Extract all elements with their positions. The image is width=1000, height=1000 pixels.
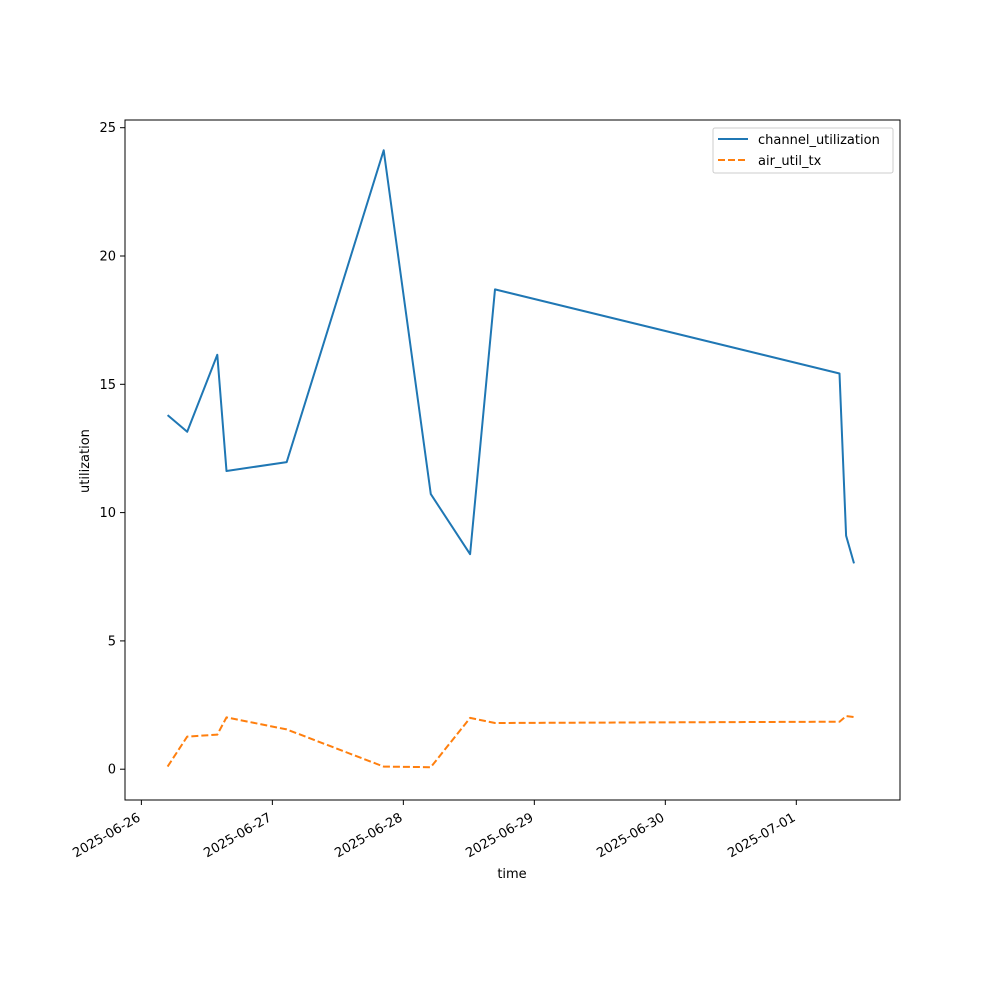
x-tick-label: 2025-07-01 xyxy=(725,810,798,861)
legend-box xyxy=(712,127,894,174)
x-tick-label: 2025-06-28 xyxy=(332,810,405,861)
x-tick-label: 2025-06-27 xyxy=(201,810,274,861)
x-axis: 2025-06-26 2025-06-27 2025-06-28 2025-06-29… xyxy=(70,800,798,861)
y-tick-label: 20 xyxy=(99,250,116,265)
plot-frame xyxy=(124,119,901,801)
y-tick-label: 0 xyxy=(108,763,116,778)
series-line-air-util-tx xyxy=(166,715,855,769)
series-layer xyxy=(166,149,855,769)
legend: channel_utilization air_util_tx xyxy=(712,127,894,174)
x-tick-label: 2025-06-29 xyxy=(463,810,536,861)
legend-label: channel_utilization xyxy=(758,133,880,148)
y-tick-label: 5 xyxy=(108,634,116,649)
y-axis: 0 5 10 15 20 25 xyxy=(99,121,125,778)
legend-label: air_util_tx xyxy=(758,154,822,169)
x-tick-label: 2025-06-30 xyxy=(594,810,667,861)
y-tick-label: 10 xyxy=(99,506,116,521)
x-axis-label: time xyxy=(497,867,526,882)
y-tick-label: 25 xyxy=(99,121,116,136)
x-tick-label: 2025-06-26 xyxy=(70,810,143,861)
series-line-channel-utilization xyxy=(166,149,855,564)
y-tick-label: 15 xyxy=(99,378,116,393)
y-axis-label: utilization xyxy=(78,429,93,493)
